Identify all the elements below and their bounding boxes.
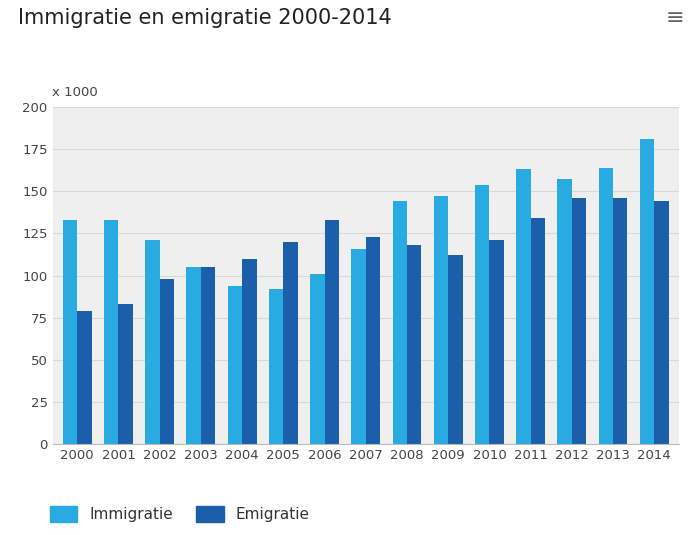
Legend: Immigratie, Emigratie: Immigratie, Emigratie — [50, 506, 309, 522]
Bar — [613, 198, 627, 444]
Bar — [640, 139, 655, 444]
Text: Immigratie en emigratie 2000-2014: Immigratie en emigratie 2000-2014 — [18, 8, 391, 28]
Bar — [557, 179, 572, 444]
Bar — [77, 311, 92, 444]
Bar — [118, 304, 133, 444]
Bar — [434, 196, 448, 444]
Bar — [365, 237, 380, 444]
Text: x 1000: x 1000 — [52, 86, 98, 99]
Bar — [201, 267, 216, 444]
Bar — [186, 267, 201, 444]
Bar — [310, 274, 325, 444]
Bar — [407, 245, 421, 444]
Bar — [489, 240, 504, 444]
Bar — [475, 185, 489, 444]
Bar — [531, 218, 545, 444]
Bar — [160, 279, 174, 444]
Bar — [104, 220, 118, 444]
Bar — [284, 242, 298, 444]
Bar — [145, 240, 160, 444]
Bar — [269, 289, 284, 444]
Bar — [242, 258, 256, 444]
Bar — [228, 286, 242, 444]
Bar — [63, 220, 77, 444]
Bar — [393, 201, 407, 444]
Bar — [572, 198, 587, 444]
Bar — [654, 201, 668, 444]
Bar — [516, 170, 531, 444]
Text: ≡: ≡ — [666, 8, 685, 28]
Bar — [448, 255, 463, 444]
Bar — [598, 167, 613, 444]
Bar — [325, 220, 339, 444]
Bar — [351, 249, 365, 444]
